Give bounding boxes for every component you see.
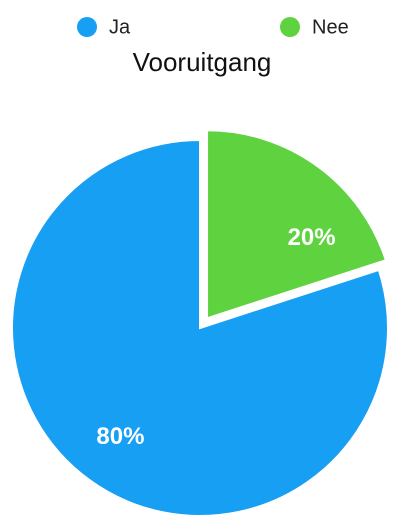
value-label: 20% [288, 224, 336, 251]
legend-label: Ja [109, 16, 131, 38]
pie-slice [11, 138, 389, 517]
legend-marker [77, 17, 97, 37]
pie-slice [206, 129, 388, 320]
legend-label: Nee [312, 16, 349, 38]
legend-marker [280, 17, 300, 37]
chart-title: Vooruitgang [133, 47, 272, 77]
value-label: 80% [96, 423, 144, 450]
